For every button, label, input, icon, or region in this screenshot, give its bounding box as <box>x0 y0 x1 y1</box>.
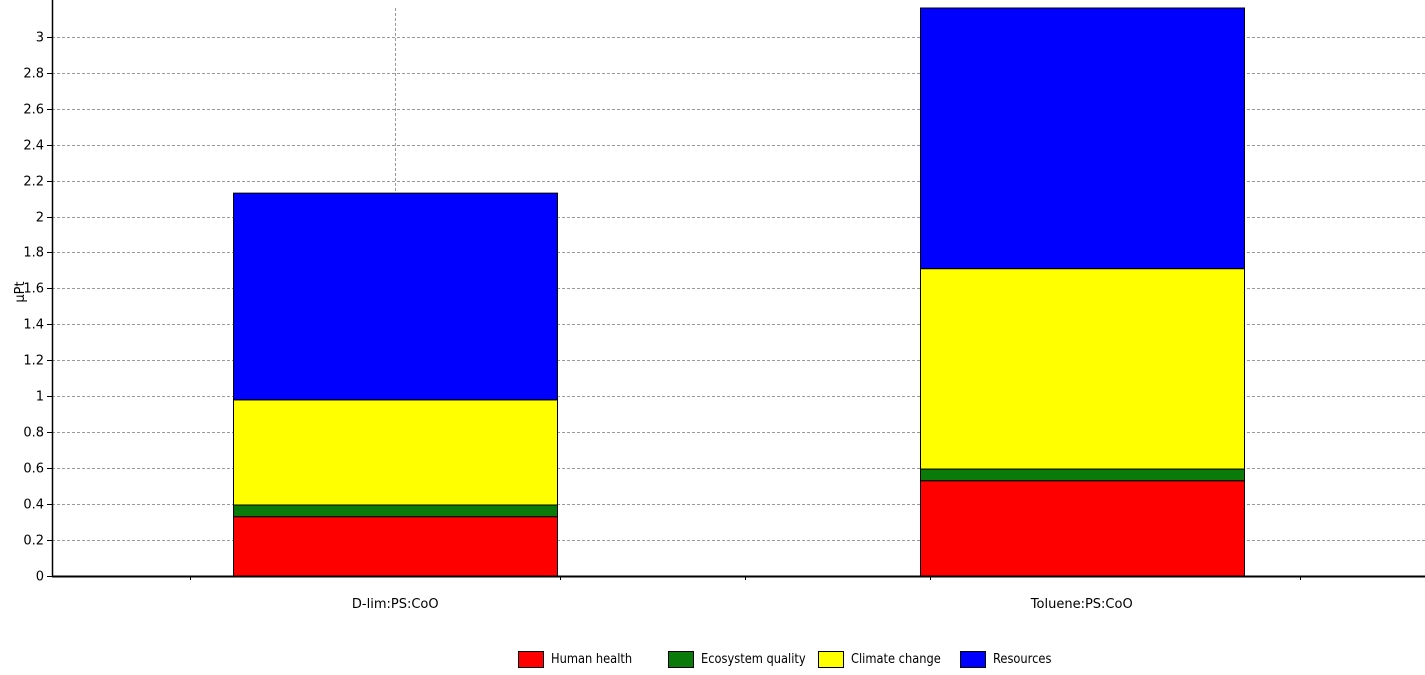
legend-item-ecosystem-quality: Ecosystem quality <box>668 648 820 670</box>
y-tick-label: 3 <box>36 31 44 46</box>
bar-segment-resources <box>920 7 1245 270</box>
legend-label-climate-change: Climate change <box>851 651 941 667</box>
legend-label-ecosystem-quality: Ecosystem quality <box>701 651 806 667</box>
legend-item-resources: Resources <box>960 648 1059 670</box>
bar-segment-climate-change <box>920 268 1245 470</box>
legend: Human health Ecosystem quality Climate c… <box>0 648 1425 672</box>
legend-item-climate-change: Climate change <box>818 648 953 670</box>
bar-segment-human-health <box>233 516 558 577</box>
y-tick-label: 2.6 <box>23 103 44 118</box>
grid-lines <box>52 8 1425 576</box>
x-category-label: D-lim:PS:CoO <box>352 597 439 612</box>
y-tick-label: 1.8 <box>23 246 44 261</box>
bar-segment-ecosystem-quality <box>233 504 558 518</box>
y-tick-label: 2.8 <box>23 67 44 82</box>
y-tick-label: 1.4 <box>23 318 44 333</box>
y-tick-label: 2.4 <box>23 139 44 154</box>
legend-swatch-resources <box>960 650 986 668</box>
bar-segment-human-health <box>920 480 1245 577</box>
stacked-bar-chart: 0 0.2 0.4 0.6 0.8 1 1.2 1.4 1.6 1.8 2 2.2 2.4 2.6 2.8 3… <box>13 0 1425 612</box>
bar-segment-ecosystem-quality <box>920 468 1245 482</box>
y-tick-label: 2 <box>36 211 44 226</box>
y-tick-label: 0.6 <box>23 462 44 477</box>
y-tick-label: 0.2 <box>23 534 44 549</box>
y-tick-label: 2.2 <box>23 175 44 190</box>
y-tick-label: 0 <box>36 570 44 585</box>
legend-swatch-climate-change <box>818 650 844 668</box>
y-tick-label: 1.6 <box>23 282 44 297</box>
legend-label-human-health: Human health <box>551 651 633 667</box>
legend-swatch-ecosystem-quality <box>668 650 694 668</box>
y-tick-label: 0.8 <box>23 426 44 441</box>
legend-item-human-health: Human health <box>518 648 643 670</box>
y-axis-title: µPt <box>13 281 28 302</box>
x-category-label: Toluene:PS:CoO <box>1030 597 1133 612</box>
bars <box>233 7 1245 577</box>
legend-label-resources: Resources <box>993 651 1052 667</box>
y-tick-label: 1.2 <box>23 354 44 369</box>
axes: 0 0.2 0.4 0.6 0.8 1 1.2 1.4 1.6 1.8 2 2.2 2.4 2.6 2.8 3… <box>23 0 1425 612</box>
bar-segment-climate-change <box>233 399 558 506</box>
legend-swatch-human-health <box>518 650 544 668</box>
y-tick-label: 0.4 <box>23 498 44 513</box>
bar-segment-resources <box>233 192 558 401</box>
y-tick-label: 1 <box>36 390 44 405</box>
